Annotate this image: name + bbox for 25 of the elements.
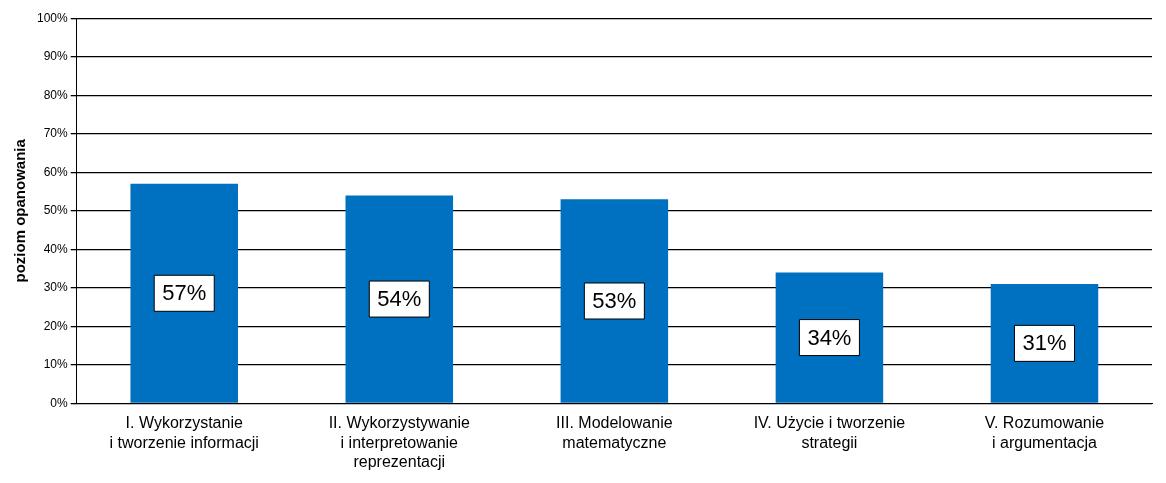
y-tick-label: 30% [43,280,69,295]
y-tick-label: 100% [36,10,69,25]
y-tick-label: 80% [43,87,69,102]
y-tick-label: 10% [43,357,69,372]
bar [130,183,238,403]
y-tick-label: 60% [43,164,69,179]
x-tick-label: II. Wykorzystywanie i interpretowanie reprezentacji [328,414,470,470]
y-tick-label: 20% [43,318,69,333]
y-axis-title: poziom opanowania [11,138,29,283]
x-tick-label: III. Modelowanie matematyczne [556,414,673,451]
bar [560,199,669,403]
x-tick-label: IV. Użycie i tworzenie strategii [753,414,906,451]
y-tick-label: 0% [50,395,69,410]
data-label: 57% [162,280,207,306]
data-label: 53% [592,288,637,314]
y-tick-label: 40% [43,241,69,256]
y-tick-label: 90% [43,49,69,64]
data-label: 31% [1022,330,1067,356]
x-tick-label: V. Rozumowanie i argumentacja [984,414,1105,451]
data-label: 34% [807,324,852,350]
y-tick-label: 50% [43,203,69,218]
bar [345,195,454,403]
y-tick-label: 70% [43,126,69,141]
x-tick-label: I. Wykorzystanie i tworzenie informacji [109,414,259,451]
data-label: 54% [377,286,422,312]
